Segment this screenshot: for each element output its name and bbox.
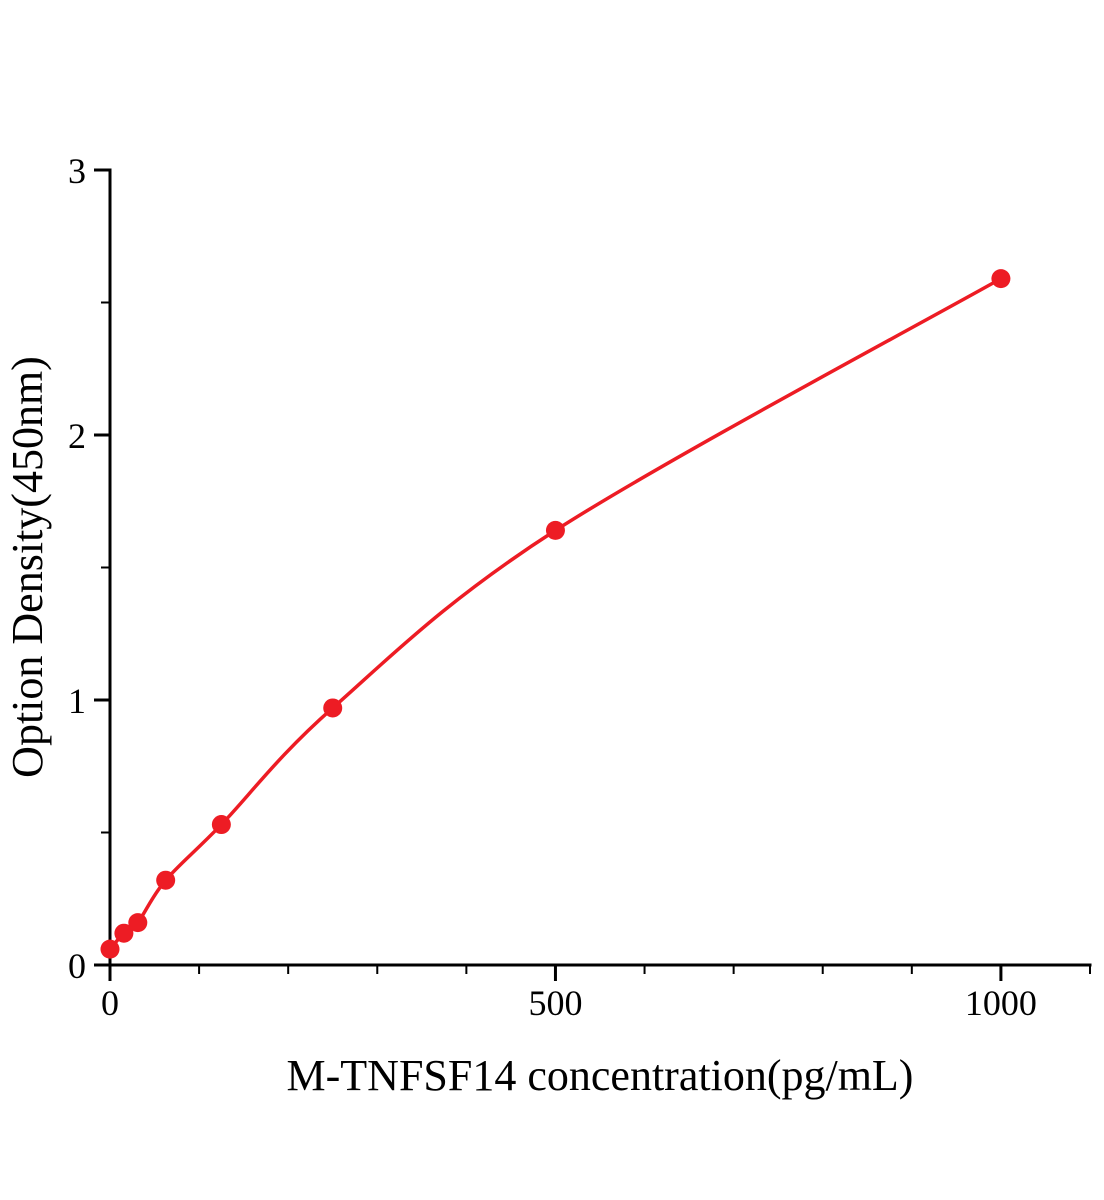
data-point-marker [156,870,176,890]
y-axis-title: Option Density(450nm) [3,356,52,778]
standard-curve-line [108,276,1003,951]
y-tick-label: 2 [68,416,86,456]
x-tick-label: 0 [101,983,119,1023]
data-point-marker [991,269,1011,289]
y-tick-label: 1 [68,681,86,721]
axis-lines [108,168,1092,967]
data-point-marker [323,698,343,718]
axes [108,168,1092,967]
tick-labels: 0 500 1000 0 1 2 3 [68,151,1037,1023]
standard-curve-series [100,269,1011,959]
data-point-marker [100,939,120,959]
axis-ticks [94,168,1091,981]
x-tick-label: 1000 [965,983,1037,1023]
data-point-marker [128,913,148,933]
x-axis-title: M-TNFSF14 concentration(pg/mL) [287,1051,914,1100]
y-tick-label: 3 [68,151,86,191]
data-point-marker [114,923,134,943]
data-point-marker [545,520,565,540]
data-point-marker [211,815,231,835]
x-tick-label: 500 [528,983,582,1023]
y-tick-label: 0 [68,946,86,986]
